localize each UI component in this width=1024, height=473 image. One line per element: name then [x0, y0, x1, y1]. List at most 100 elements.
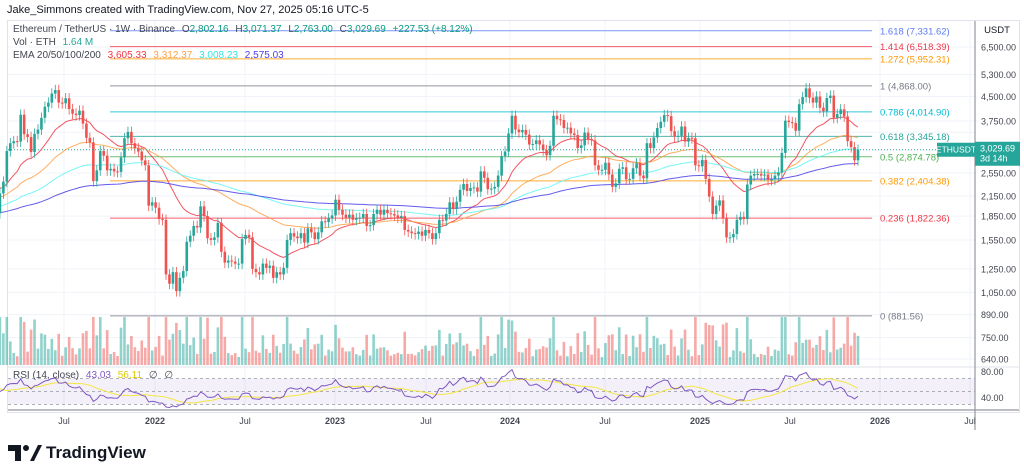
candle: [410, 226, 413, 239]
candle-body: [206, 216, 209, 239]
candle: [285, 234, 289, 274]
candle-body: [829, 95, 832, 98]
fib-level-label: 0.5 (2,874.78): [880, 152, 939, 163]
volume-bar: [355, 354, 358, 365]
volume-bar: [656, 338, 659, 365]
candle: [251, 232, 254, 275]
volume-bar: [514, 331, 517, 365]
volume-bar: [78, 348, 81, 365]
candle: [787, 115, 791, 128]
candle: [718, 195, 721, 212]
time-tick-label: 2026: [870, 416, 890, 426]
candle-body: [175, 272, 178, 292]
volume-bar: [386, 350, 389, 365]
candle: [842, 104, 846, 122]
rsi-tick-label: 40.00: [981, 393, 1004, 403]
candle-body: [808, 88, 811, 98]
ema-legend[interactable]: EMA 20/50/100/200 3,605.33 3,312.37 3,00…: [13, 50, 288, 61]
candle: [365, 208, 368, 232]
volume-bar: [116, 355, 119, 365]
volume-bar: [351, 347, 355, 365]
candle-body: [676, 135, 680, 137]
volume-bar: [645, 317, 649, 365]
candle-body: [611, 174, 614, 187]
ema-label: EMA 20/50/100/200: [13, 50, 101, 61]
candle-body: [195, 225, 199, 228]
candle: [666, 109, 669, 122]
candle: [562, 114, 566, 134]
volume-bar: [327, 349, 330, 365]
candle-body: [638, 163, 642, 176]
candle: [175, 266, 178, 297]
candle: [78, 105, 81, 121]
candle: [95, 165, 99, 187]
volume-legend[interactable]: Vol · ETH 1.64 M: [13, 37, 97, 48]
candle-body: [33, 133, 36, 152]
candle-body: [586, 132, 590, 140]
volume-bar: [662, 343, 666, 365]
candle: [794, 117, 798, 137]
candle-body: [690, 137, 694, 139]
brand-name: TradingView: [46, 443, 146, 462]
volume-bar: [521, 352, 524, 365]
volume-bar: [406, 353, 410, 365]
volume-bar: [524, 348, 528, 365]
volume-bar: [586, 344, 590, 365]
candle-body: [64, 98, 67, 104]
candle-body: [694, 138, 697, 166]
candle-body: [303, 233, 306, 243]
volume-bar: [701, 344, 704, 365]
candle: [645, 137, 649, 184]
candle-body: [732, 234, 735, 238]
candle-body: [2, 181, 5, 194]
candle-body: [790, 122, 794, 124]
rsi-extra-2: ∅: [164, 370, 174, 381]
volume-bar: [444, 343, 448, 365]
candle: [399, 210, 403, 224]
candle: [479, 166, 483, 198]
volume-bar: [240, 317, 244, 365]
tradingview-logo[interactable]: TradingView: [8, 443, 146, 463]
candle: [597, 159, 600, 176]
candle-body: [804, 88, 808, 98]
symbol-legend: Ethereum / TetherUS · 1W · Binance O2,80…: [13, 24, 477, 35]
candle: [846, 111, 849, 147]
price-tick-label: 4,500.00: [981, 92, 1016, 102]
candle: [192, 220, 195, 242]
candle: [600, 164, 604, 176]
volume-bar: [81, 333, 85, 365]
volume-bar: [188, 345, 192, 365]
volume-bar: [510, 320, 514, 365]
ema20-value: 3,605.33: [107, 50, 147, 61]
candle: [531, 138, 535, 150]
candle: [275, 266, 279, 284]
candle: [444, 208, 448, 227]
candle-body: [489, 188, 493, 190]
candle-body: [797, 104, 801, 131]
candle-body: [119, 157, 123, 172]
rsi-legend[interactable]: RSI (14, close) 43.03 56.11 ∅ ∅: [13, 370, 177, 381]
candle-body: [652, 137, 656, 148]
volume-bar: [92, 317, 95, 365]
volume-bar: [320, 334, 323, 365]
fib-level-label: 1 (4,868.00): [880, 81, 931, 92]
candle: [237, 258, 240, 270]
candle-body: [780, 152, 784, 173]
candle-body: [766, 174, 770, 180]
ema-100-line: [0, 148, 859, 216]
candle-body: [555, 115, 559, 120]
candle: [766, 169, 770, 186]
symbol-title[interactable]: Ethereum / TetherUS · 1W · Binance: [13, 24, 176, 35]
candle-body: [368, 225, 372, 227]
volume-bar: [316, 343, 320, 365]
candle: [310, 223, 313, 238]
volume-bar: [379, 347, 382, 365]
candle-body: [29, 137, 33, 152]
volume-bar: [247, 352, 251, 365]
volume-bar: [95, 335, 99, 365]
candle-body: [223, 251, 227, 263]
volume-bar: [856, 335, 860, 365]
candle: [503, 146, 507, 162]
volume-bar: [40, 333, 43, 365]
